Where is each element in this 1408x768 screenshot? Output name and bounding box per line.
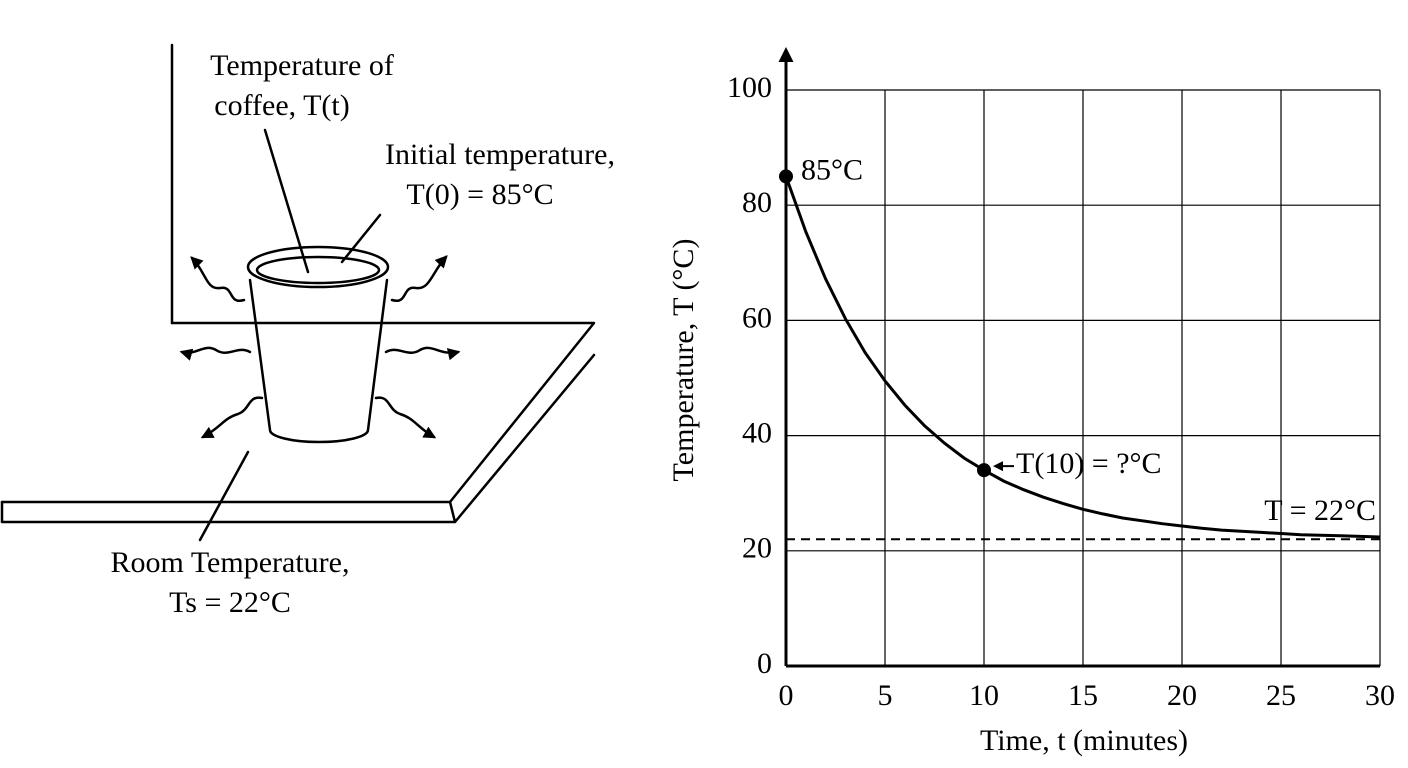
data-point — [977, 463, 991, 478]
y-tick-label: 60 — [742, 301, 772, 334]
annotation: T(10) = ?°C — [1016, 447, 1162, 480]
table-edge — [0, 353, 596, 524]
x-tick-label: 25 — [1266, 679, 1296, 712]
y-tick-label: 0 — [757, 647, 772, 680]
x-axis-label: Time, t (minutes) — [980, 724, 1188, 757]
leader-line — [198, 450, 250, 542]
y-axis-label: Temperature, T (°C) — [667, 239, 700, 482]
x-tick-label: 10 — [969, 679, 999, 712]
cup-body — [248, 278, 389, 444]
x-tick-label: 15 — [1068, 679, 1098, 712]
chart: Time, t (minutes) Temperature, T (°C) 0 2… — [667, 47, 1395, 757]
temperature-curve — [784, 175, 1381, 539]
leader-line — [340, 213, 382, 264]
coffee-label: coffee, T(t) — [214, 89, 349, 122]
x-tick-label: 0 — [779, 679, 794, 712]
y-tick-label: 80 — [742, 186, 772, 219]
cup-rim — [246, 245, 390, 289]
table-top — [0, 321, 596, 504]
diagram: Temperature of coffee, T(t) Initial temp… — [0, 43, 615, 619]
coffee-label: Temperature of — [210, 49, 394, 82]
y-tick-label: 100 — [727, 71, 772, 104]
y-tick-label: 20 — [742, 532, 772, 565]
y-tick-label: 40 — [742, 416, 772, 449]
room-label: Room Temperature, — [111, 546, 350, 579]
initial-label: T(0) = 85°C — [406, 178, 553, 211]
data-point — [779, 169, 793, 184]
asymptote-label: T = 22°C — [1264, 494, 1376, 527]
leader-line — [263, 128, 310, 274]
x-tick-label: 5 — [878, 679, 893, 712]
annotation: 85°C — [801, 153, 863, 186]
initial-label: Initial temperature, — [385, 138, 615, 171]
x-tick-label: 20 — [1167, 679, 1197, 712]
x-tick-label: 30 — [1365, 679, 1395, 712]
room-label: Ts = 22°C — [169, 586, 291, 619]
cup-inner — [255, 255, 381, 285]
heat-arrows — [179, 255, 461, 439]
